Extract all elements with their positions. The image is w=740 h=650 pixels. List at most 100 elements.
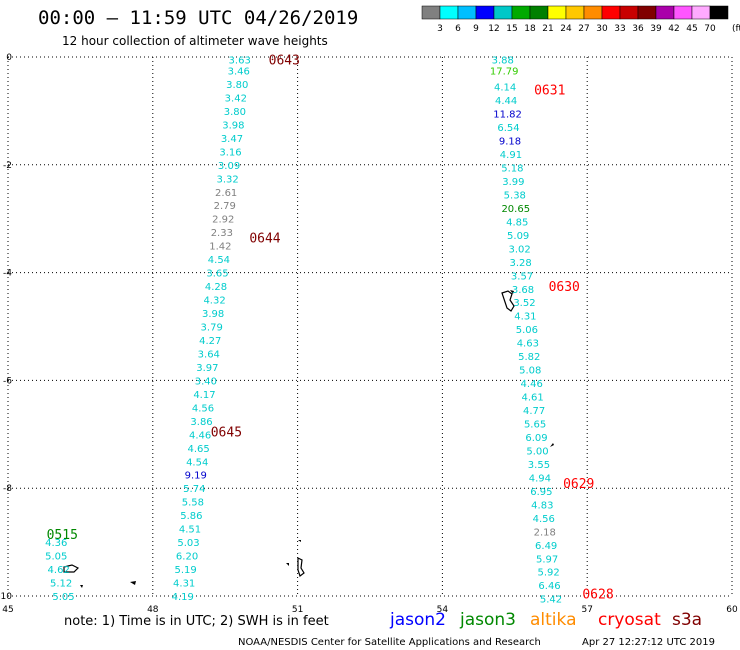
wave-height-value: 3.09 [218,161,240,172]
island-shape [501,290,515,312]
island-shape [63,564,80,573]
pass-time-label: 0630 [549,280,580,295]
island-shape [510,290,514,294]
colorbar-swatch [511,5,531,20]
wave-height-value: 3.88 [492,56,514,67]
wave-height-value: 3.68 [512,285,534,296]
wave-height-value: 2.79 [214,201,236,212]
y-tick-label: -10 [0,592,12,602]
colorbar-label: 24 [560,24,572,34]
wave-height-value: 3.16 [219,147,241,158]
wave-height-value: 4.54 [208,255,230,266]
satellite-legend: jason2 jason3 altika cryosat s3a [389,610,702,630]
colorbar-swatch [565,5,585,20]
credit-text: NOAA/NESDIS Center for Satellite Applica… [238,637,541,648]
colorbar-label: 36 [632,24,644,34]
wave-height-value: 3.64 [198,349,220,360]
wave-height-value: 3.52 [513,298,535,309]
wave-height-value: 4.54 [186,457,208,468]
y-tick-label: -4 [3,269,12,279]
wave-height-value: 5.09 [507,231,529,242]
axis-ticks: 45 48 51 54 57 60 0 -2 -4 -6 -8 -10 [0,53,738,615]
colorbar-swatch [601,5,621,20]
footnote: note: 1) Time is in UTC; 2) SWH is in fe… [64,614,329,629]
wave-height-value: 4.32 [203,296,225,307]
colorbar-swatch [619,5,639,20]
wave-height-value: 5.05 [52,592,74,603]
wave-height-value: 4.28 [205,282,227,293]
grid [7,56,733,597]
wave-height-value: 4.36 [45,538,67,549]
island-shape [286,563,289,566]
wave-height-value: 20.65 [501,204,530,215]
wave-height-value: 5.65 [524,420,546,431]
wave-height-value: 4.83 [531,500,553,511]
colorbar-label: 21 [542,24,553,34]
wave-height-value: 4.94 [529,473,551,484]
wave-height-value: 6.49 [535,541,557,552]
colorbar-label: 45 [686,24,697,34]
wave-height-value: 3.42 [225,93,247,104]
island-shape [550,443,554,447]
wave-height-value: 2.18 [534,527,556,538]
colorbar-label: 18 [524,24,536,34]
pass-time-label: 0628 [582,587,613,602]
colorbar-swatch [547,5,567,20]
wave-height-value: 3.65 [206,269,228,280]
wave-height-value: 4.91 [500,150,522,161]
colorbar-label: 9 [473,24,479,34]
colorbar-swatch [439,5,459,20]
pass-time-label: 0645 [211,426,242,441]
pass-time-label: 0644 [249,232,280,247]
legend-jason3: jason3 [459,610,516,630]
colorbar-label: 39 [650,24,662,34]
x-tick-label: 57 [581,605,592,615]
colorbar-swatch [421,5,441,20]
wave-height-value: 3.80 [226,80,248,91]
x-tick-label: 51 [292,605,303,615]
wave-height-value: 4.31 [514,312,536,323]
data-points: 3.633.46 3.80 3.42 3.80 3.98 3.47 3.16 3.09 3.32… [45,56,562,606]
colorbar-swatch [457,5,477,20]
wave-height-value: 9.18 [499,137,521,148]
x-tick-label: 60 [726,605,738,615]
y-tick-label: -6 [3,376,12,386]
pass-time-label: 0631 [534,83,565,98]
wave-height-value: 4.31 [173,579,195,590]
legend-s3a: s3a [672,610,702,630]
wave-height-value: 3.28 [509,258,531,269]
wave-height-value: 3.98 [222,120,244,131]
wave-height-value: 4.44 [495,96,517,107]
colorbar-swatch [655,5,675,20]
wave-height-value: 3.32 [216,174,238,185]
island-shape [297,557,305,577]
wave-height-value: 4.56 [533,514,555,525]
colorbar-swatch [493,5,513,20]
island-shape [298,540,301,542]
wave-height-value: 3.40 [195,376,217,387]
colorbar-label: 12 [488,24,499,34]
wave-height-value: 6.54 [497,123,519,134]
y-tick-label: 0 [6,53,12,63]
wave-height-value: 5.12 [50,579,72,590]
wave-height-value: 6.20 [176,552,198,563]
wave-height-value: 4.46 [521,379,543,390]
wave-height-value: 3.98 [202,309,224,320]
wave-height-value: 11.82 [493,110,522,121]
chart-title: 00:00 — 11:59 UTC 04/26/2019 [38,7,358,29]
colorbar-swatch [709,5,729,20]
colorbar-label: 42 [668,24,679,34]
wave-height-value: 4.46 [189,430,211,441]
wave-height-value: 17.79 [490,66,519,77]
wave-height-value: 4.77 [523,406,545,417]
wave-height-value: 3.57 [511,271,533,282]
wave-height-value: 4.56 [192,403,214,414]
pass-time-label: 0629 [563,477,594,492]
x-tick-label: 45 [2,605,13,615]
wave-height-value: 3.80 [224,107,246,118]
colorbar-swatch [475,5,495,20]
wave-height-value: 3.02 [508,244,530,255]
wave-height-value: 5.86 [180,511,202,522]
